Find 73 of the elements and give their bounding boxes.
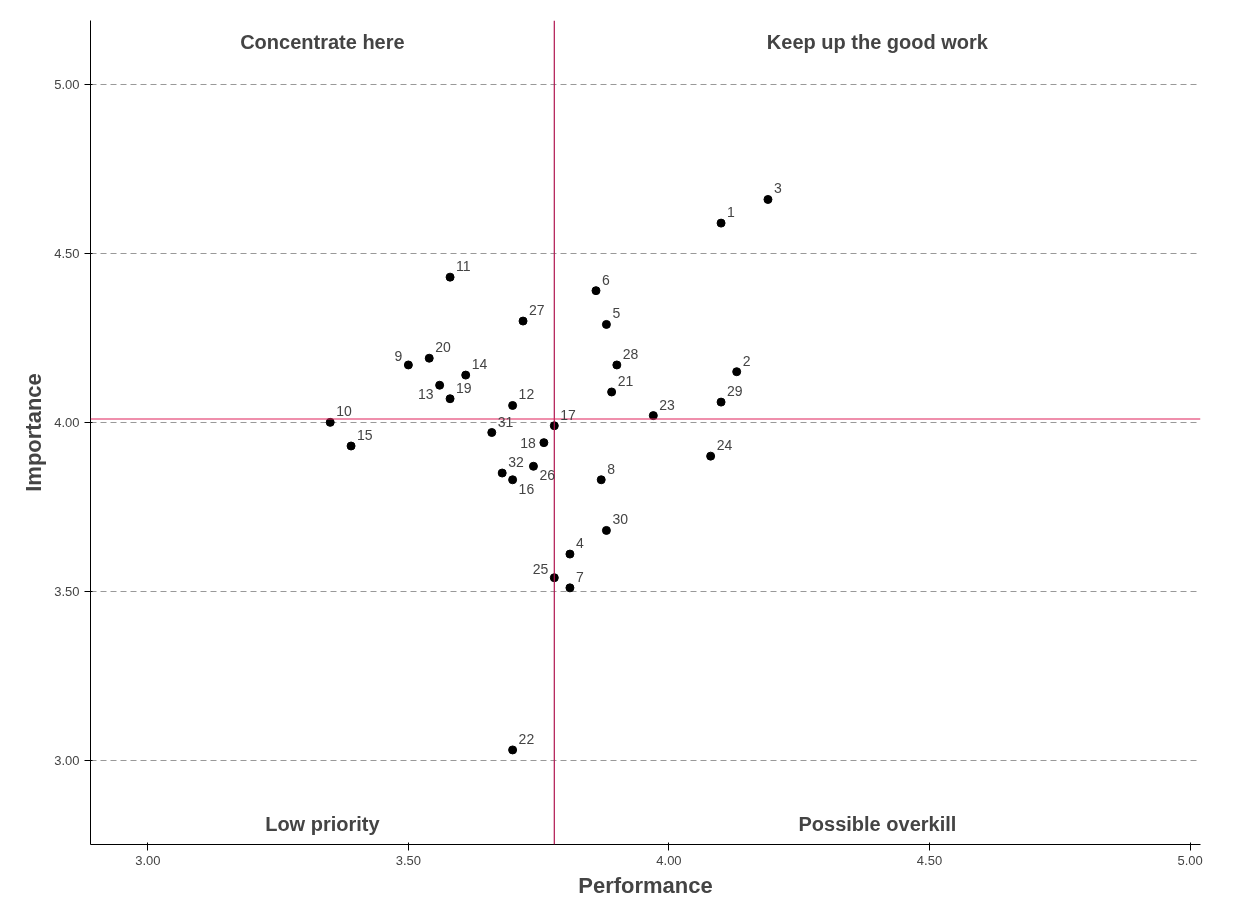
annotation: 3 [773, 180, 782, 197]
annotation: 10 [336, 403, 352, 420]
point [539, 438, 549, 448]
point [565, 549, 575, 559]
annotation: Possible overkill [798, 812, 957, 835]
annotation: 14 [471, 356, 488, 373]
annotation: 4 [575, 535, 584, 552]
y-axis-title: Importance [21, 373, 47, 492]
x-tick-label: 5.00 [1177, 852, 1203, 868]
annotation: 12 [518, 386, 535, 403]
annotation: 9 [394, 347, 403, 364]
annotation: 15 [357, 427, 373, 444]
x-tick-label: 3.50 [395, 852, 422, 868]
x-tick-label: 4.00 [656, 852, 682, 868]
annotation: Concentrate here [240, 30, 405, 53]
point [591, 286, 601, 296]
annotation: 24 [716, 437, 733, 454]
annotation: 8 [607, 460, 616, 477]
annotation: 16 [518, 480, 535, 497]
point [601, 319, 611, 329]
point [612, 360, 622, 370]
point [565, 583, 575, 593]
point [716, 397, 726, 407]
annotation: 23 [659, 396, 676, 413]
point [508, 475, 518, 485]
annotation: 20 [435, 339, 452, 356]
point [518, 316, 528, 326]
x-tick-label: 4.50 [916, 852, 943, 868]
annotation: 19 [456, 379, 472, 396]
point [435, 380, 445, 390]
annotation: 13 [418, 386, 434, 403]
point [403, 360, 413, 370]
annotation: 11 [456, 258, 471, 275]
y-tick-label: 4.50 [54, 246, 80, 262]
y-tick-label: 3.00 [54, 752, 80, 768]
annotation: Low priority [265, 812, 381, 835]
point [487, 428, 497, 437]
annotation: 7 [575, 568, 584, 585]
annotation: 32 [508, 454, 524, 471]
annotation: 21 [617, 372, 634, 389]
point [445, 394, 455, 404]
point [461, 370, 471, 380]
x-tick-label: 3.00 [135, 852, 161, 868]
point [508, 745, 518, 755]
y-tick-label: 3.50 [54, 583, 80, 599]
point [763, 194, 773, 204]
annotation: 30 [612, 511, 629, 528]
annotation: 27 [529, 302, 545, 319]
annotation: 2 [742, 352, 751, 369]
annotation: 29 [727, 383, 743, 400]
y-tick-label: 5.00 [54, 77, 80, 93]
point [732, 367, 742, 377]
annotation: 5 [612, 305, 621, 322]
point [346, 441, 356, 451]
annotation: 1 [727, 204, 736, 221]
point [497, 468, 507, 478]
point [607, 387, 617, 397]
point [706, 451, 716, 461]
annotation: 22 [518, 730, 535, 747]
annotation: 25 [532, 560, 549, 577]
point [716, 218, 726, 228]
point [528, 461, 538, 471]
point [601, 525, 611, 535]
point [596, 475, 606, 485]
annotation: Keep up the good work [766, 30, 989, 53]
y-tick-label: 4.00 [54, 414, 80, 430]
point [445, 272, 455, 282]
annotation: 6 [601, 271, 610, 288]
point [508, 400, 518, 410]
point [424, 353, 434, 363]
x-axis-title: Performance [578, 872, 713, 898]
annotation: 18 [520, 434, 537, 451]
annotation: 28 [622, 345, 639, 362]
